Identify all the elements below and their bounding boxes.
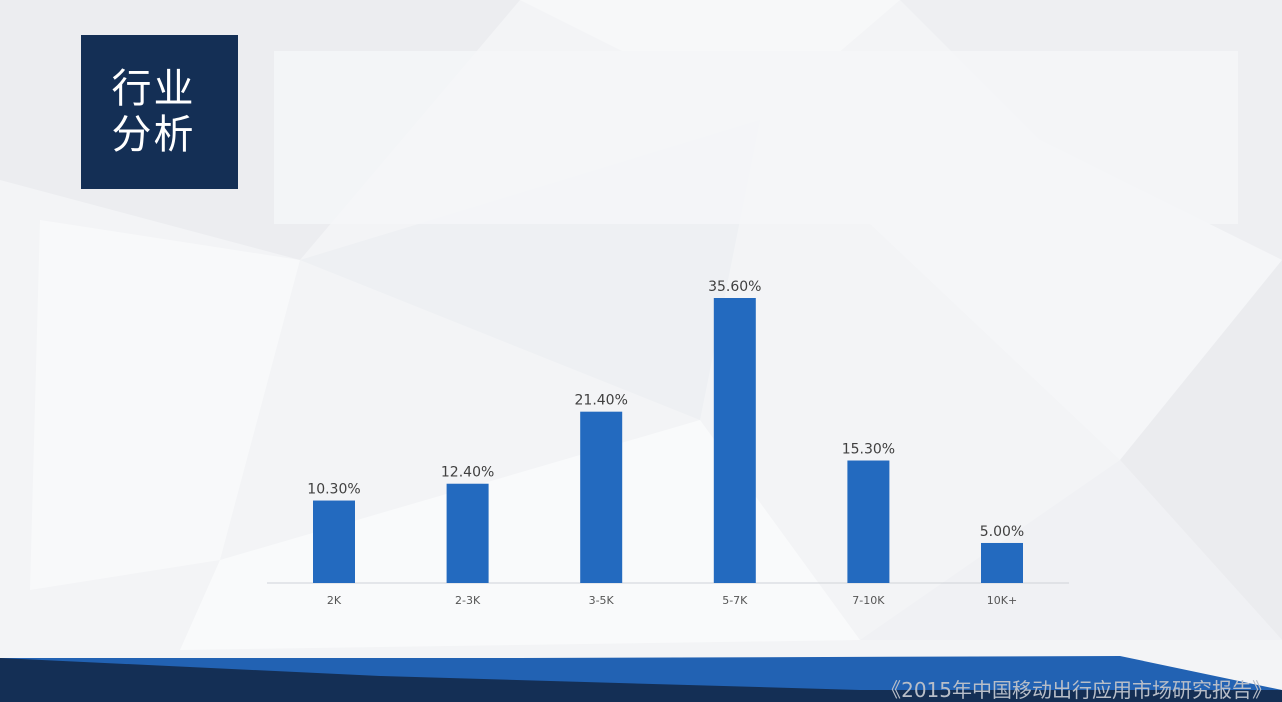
data-label: 21.40% — [575, 393, 628, 409]
bar — [446, 483, 489, 583]
bar — [313, 500, 355, 583]
footer-dark-band — [0, 658, 1282, 702]
title-box: 行业分析 — [81, 35, 238, 189]
x-tick-label: 2-3K — [455, 594, 481, 607]
x-tick-label: 2K — [327, 594, 342, 607]
data-label: 10.30% — [307, 482, 360, 498]
x-tick-label: 5-7K — [722, 594, 748, 607]
footer-source: 《2015年中国移动出行应用市场研究报告》 — [881, 678, 1272, 702]
x-tick-label: 10K+ — [987, 594, 1017, 607]
bar — [713, 298, 756, 583]
bar — [580, 411, 623, 583]
data-label: 12.40% — [441, 465, 494, 481]
blank-panel — [274, 51, 1238, 224]
data-label: 15.30% — [842, 442, 895, 458]
data-label: 5.00% — [980, 524, 1024, 540]
x-tick-label: 3-5K — [589, 594, 615, 607]
page-title: 行业分析 — [111, 66, 196, 158]
bar — [847, 460, 890, 583]
bar — [981, 542, 1023, 583]
x-tick-label: 7-10K — [852, 594, 885, 607]
data-label: 35.60% — [708, 279, 761, 295]
